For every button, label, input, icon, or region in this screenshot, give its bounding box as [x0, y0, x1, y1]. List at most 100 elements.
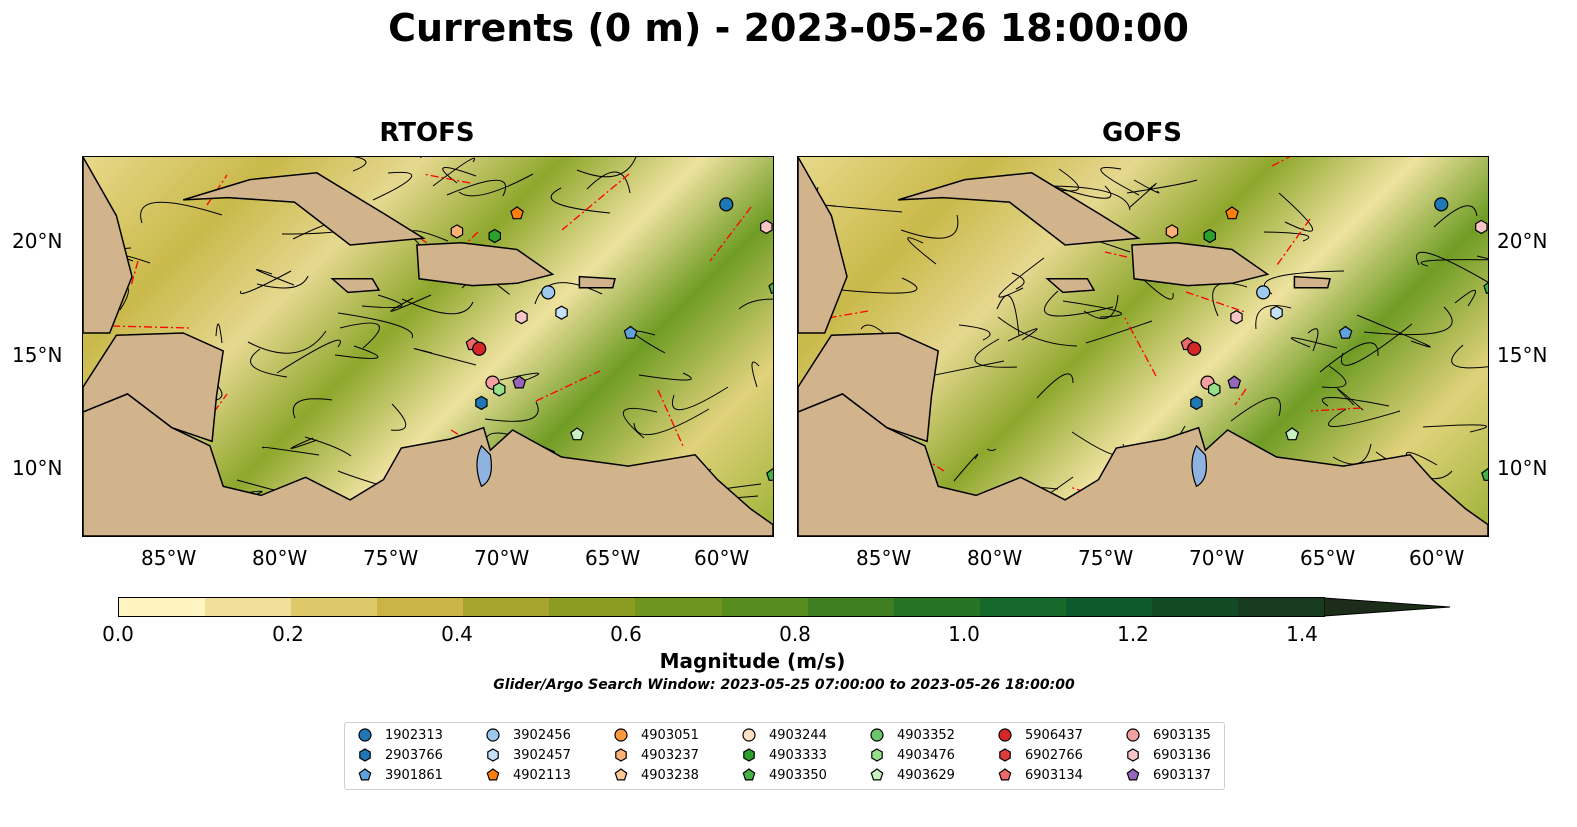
land-hispaniola: [416, 241, 555, 287]
streamline: [1128, 183, 1157, 209]
streamline: [998, 257, 1045, 298]
float-marker-4903237[interactable]: [450, 224, 464, 239]
float-marker-4903629[interactable]: [570, 427, 585, 441]
streamline: [446, 179, 507, 197]
legend-label: 4903476: [897, 747, 955, 763]
legend-label: 4903629: [897, 767, 955, 783]
float-marker-1902313[interactable]: [719, 197, 734, 212]
float-marker-3902456[interactable]: [541, 285, 556, 300]
legend-label: 6903136: [1153, 747, 1211, 763]
legend-label: 2903766: [385, 747, 443, 763]
colorbar-segment: [205, 598, 292, 616]
float-marker-4903476[interactable]: [493, 382, 506, 397]
float-marker-4903350[interactable]: [1481, 467, 1488, 481]
map-panel-rtofs[interactable]: [82, 156, 774, 537]
streamline: [239, 270, 292, 294]
circle-marker-icon: [998, 728, 1012, 742]
float-marker-4903333[interactable]: [1203, 228, 1216, 244]
lat-tick-right: 15°N: [1497, 343, 1548, 367]
streamline: [1126, 179, 1198, 194]
streamline: [1055, 185, 1112, 199]
streamline: [1433, 205, 1478, 228]
float-marker-4903333[interactable]: [488, 228, 501, 244]
lon-tick-rtofs: 85°W: [141, 546, 197, 570]
colorbar-tick: 0.2: [272, 622, 304, 646]
streamline: [1420, 259, 1488, 267]
streamline: [1133, 179, 1160, 194]
streamline: [1321, 365, 1347, 389]
legend-label: 3901861: [385, 767, 443, 783]
float-marker-3902457[interactable]: [1270, 305, 1283, 320]
float-marker-5906437[interactable]: [472, 341, 487, 356]
map-panel-gofs[interactable]: [797, 156, 1489, 537]
colorbar-segment: [893, 598, 980, 616]
float-marker-4903350[interactable]: [768, 281, 773, 294]
float-marker-6903137[interactable]: [1227, 375, 1242, 389]
float-marker-1902313[interactable]: [1434, 197, 1449, 212]
colorbar-segment: [291, 598, 378, 616]
float-marker-3901861[interactable]: [623, 325, 638, 339]
lake-maracaibo: [476, 444, 493, 488]
streamline: [1422, 424, 1487, 433]
eez-boundary: [535, 370, 601, 402]
colorbar-segment: [1065, 598, 1152, 616]
streamline: [576, 157, 637, 178]
eez-boundary: [1104, 251, 1128, 258]
float-marker-6903136[interactable]: [1230, 310, 1243, 325]
streamline: [1451, 344, 1488, 369]
lon-tick-gofs: 80°W: [967, 546, 1023, 570]
colorbar-segment: [721, 598, 808, 616]
streamline: [372, 171, 413, 201]
float-marker-4903629[interactable]: [1285, 427, 1300, 441]
float-marker-2903766[interactable]: [1190, 395, 1203, 411]
streamline: [633, 408, 710, 436]
float-marker-3901861[interactable]: [1338, 325, 1353, 339]
colorbar: [118, 597, 1325, 617]
float-marker-6903136[interactable]: [1475, 219, 1488, 235]
pentagon-marker-icon: [870, 768, 884, 781]
float-marker-6903136[interactable]: [515, 310, 528, 325]
pentagon-marker-icon: [742, 768, 756, 781]
circle-marker-icon: [614, 728, 628, 742]
streamline: [1036, 373, 1074, 399]
float-marker-6903136[interactable]: [760, 219, 773, 235]
streamline: [442, 167, 477, 184]
hexagon-marker-icon: [743, 748, 755, 762]
float-marker-4902113[interactable]: [1225, 206, 1239, 220]
legend-label: 4903244: [769, 727, 827, 743]
float-marker-5906437[interactable]: [1187, 341, 1202, 356]
streamline: [1327, 408, 1401, 427]
pentagon-marker-icon: [998, 768, 1012, 781]
float-marker-4903350[interactable]: [766, 467, 773, 481]
lat-tick-left: 15°N: [12, 343, 63, 367]
lat-tick-right: 20°N: [1497, 229, 1548, 253]
eez-boundary: [213, 393, 228, 413]
float-marker-4903237[interactable]: [1165, 224, 1179, 239]
legend-label: 4902113: [513, 767, 571, 783]
float-marker-2903766[interactable]: [475, 395, 488, 411]
streamline: [1011, 272, 1025, 290]
legend-entry: 1902313: [357, 727, 443, 743]
float-marker-4902113[interactable]: [510, 206, 524, 220]
streamline: [1083, 294, 1119, 320]
legend-label: 5906437: [1025, 727, 1083, 743]
streamline: [958, 324, 991, 341]
streamline: [1307, 328, 1319, 352]
streamline: [292, 398, 333, 419]
streamline: [247, 330, 327, 354]
float-marker-4903476[interactable]: [1208, 382, 1221, 397]
streamline: [638, 372, 692, 381]
float-marker-3902457[interactable]: [555, 305, 568, 320]
eez-boundary: [1310, 407, 1362, 412]
streamline: [1212, 282, 1248, 317]
streamline: [339, 322, 380, 349]
streamline: [413, 348, 477, 366]
streamline: [352, 157, 367, 172]
figure-title: Currents (0 m) - 2023-05-26 18:00:00: [388, 6, 1189, 50]
streamline: [1007, 328, 1038, 342]
float-marker-6903137[interactable]: [512, 375, 527, 389]
lon-tick-rtofs: 60°W: [694, 546, 750, 570]
legend-entry: 4903244: [741, 727, 827, 743]
float-marker-4903350[interactable]: [1483, 281, 1488, 294]
float-marker-3902456[interactable]: [1256, 285, 1271, 300]
